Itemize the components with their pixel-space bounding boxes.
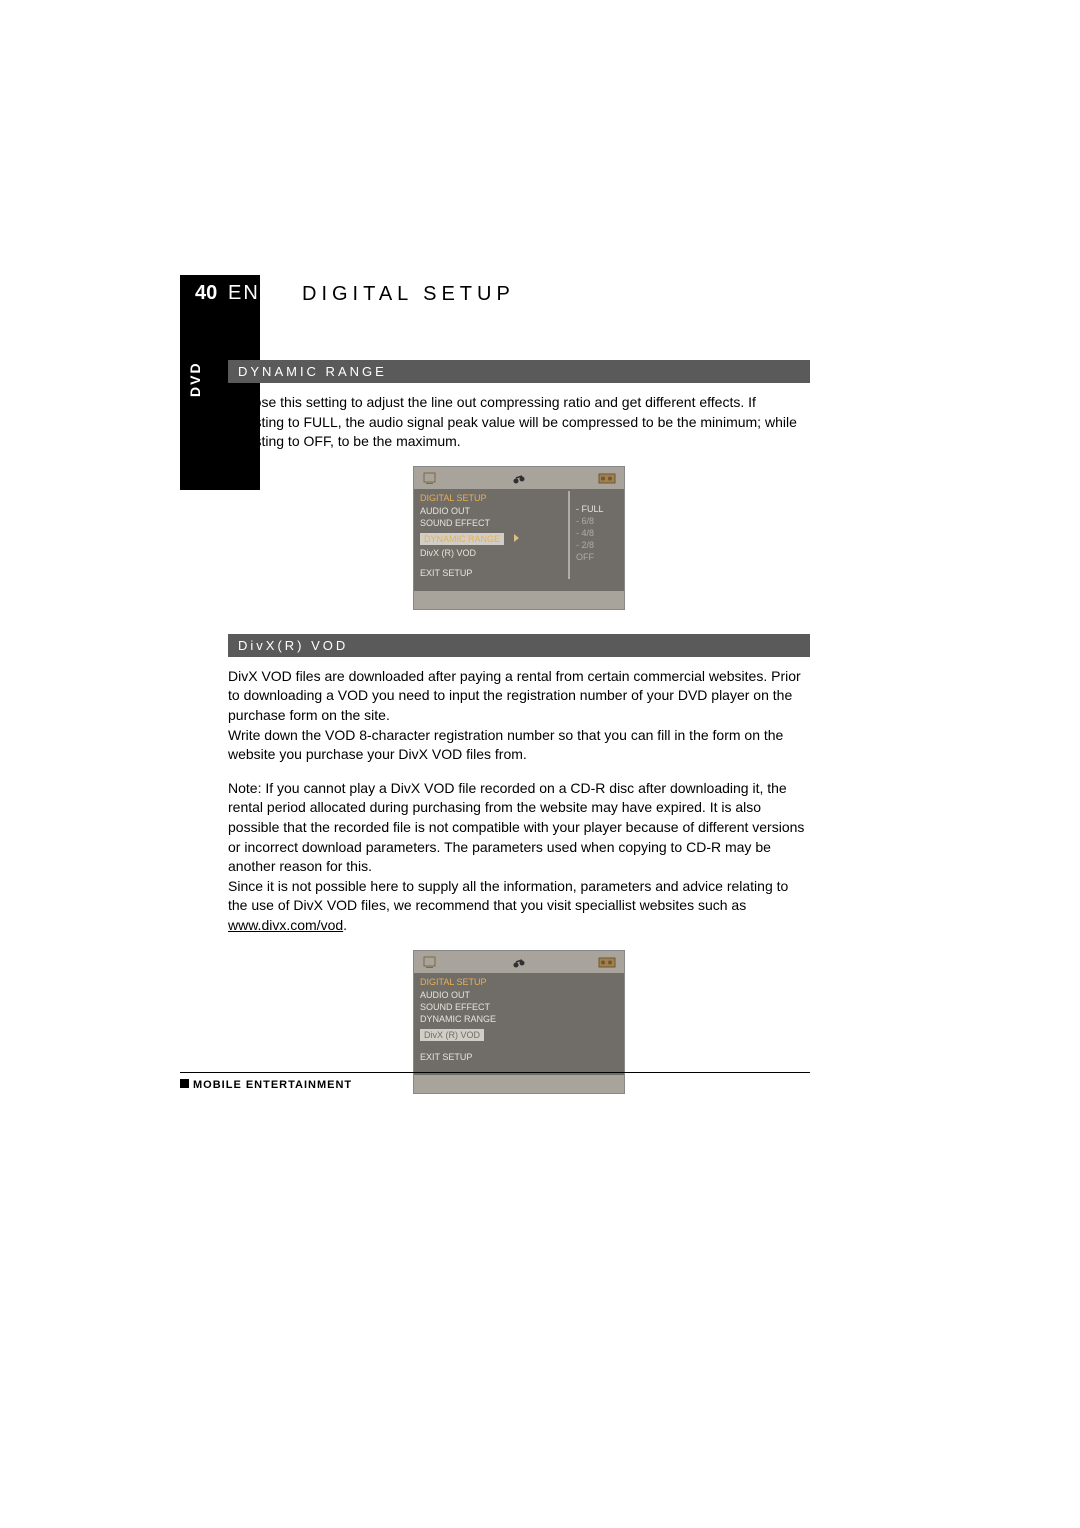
panel2-item-divx: DivX (R) VOD (420, 1029, 484, 1041)
divx-para4-post: . (343, 917, 347, 933)
option-2-8: - 2/8 (576, 539, 618, 551)
bullet-square-icon (278, 291, 286, 299)
audio-tab-icon (510, 955, 528, 969)
footer-bullet-icon (180, 1079, 189, 1088)
page-title: DIGITAL SETUP (302, 283, 515, 306)
option-4-8: - 4/8 (576, 527, 618, 539)
divx-para1-text: DivX VOD files are downloaded after payi… (228, 668, 801, 723)
panel-item-dynamic-range: DYNAMIC RANGE (420, 533, 504, 545)
side-tab-label: DVD (187, 361, 203, 397)
section-heading-divx: DivX(R) VOD (228, 634, 810, 657)
option-6-8: - 6/8 (576, 515, 618, 527)
dynamic-range-body: Choose this setting to adjust the line o… (228, 393, 810, 452)
language-code: ENG (228, 282, 277, 305)
panel2-tab-row (414, 951, 624, 973)
audio-tab-icon (510, 471, 528, 485)
content-area: DYNAMIC RANGE Choose this setting to adj… (228, 360, 810, 1118)
option-off: OFF (576, 551, 618, 563)
footer-text: MOBILE ENTERTAINMENT (193, 1079, 352, 1091)
arrow-right-icon (514, 534, 519, 542)
setup-panel-dynamic-range: DIGITAL SETUP AUDIO OUT SOUND EFFECT DYN… (413, 466, 625, 610)
panel-tab-row (414, 467, 624, 489)
page-number: 40 (195, 282, 217, 305)
panel-item-divx: DivX (R) VOD (420, 547, 568, 559)
divx-para1: DivX VOD files are downloaded after payi… (228, 667, 810, 765)
general-tab-icon (422, 471, 440, 485)
panel-left-col: DIGITAL SETUP AUDIO OUT SOUND EFFECT DYN… (420, 491, 568, 579)
panel2-item-exit: EXIT SETUP (420, 1051, 618, 1063)
panel2-body: DIGITAL SETUP AUDIO OUT SOUND EFFECT DYN… (414, 973, 624, 1075)
panel2-item-sound-effect: SOUND EFFECT (420, 1001, 618, 1013)
video-tab-icon (598, 471, 616, 485)
panel-item-audio-out: AUDIO OUT (420, 505, 568, 517)
panel-item-exit: EXIT SETUP (420, 567, 568, 579)
panel2-item-dynamic-range: DYNAMIC RANGE (420, 1013, 618, 1025)
panel-right-col: - FULL - 6/8 - 4/8 - 2/8 OFF (568, 491, 618, 579)
divx-para3: Note: If you cannot play a DivX VOD file… (228, 779, 810, 936)
panel-item-dynamic-range-row: DYNAMIC RANGE (420, 529, 568, 547)
section-heading-dynamic-range: DYNAMIC RANGE (228, 360, 810, 383)
divx-link[interactable]: www.divx.com/vod (228, 917, 343, 933)
panel2-item-audio-out: AUDIO OUT (420, 989, 618, 1001)
footer: MOBILE ENTERTAINMENT (180, 1072, 810, 1093)
panel-heading: DIGITAL SETUP (420, 491, 568, 505)
divx-para4-pre: Since it is not possible here to supply … (228, 878, 788, 914)
option-full: - FULL (576, 503, 618, 515)
divx-para3-text: Note: If you cannot play a DivX VOD file… (228, 780, 804, 874)
panel-item-sound-effect: SOUND EFFECT (420, 517, 568, 529)
general-tab-icon (422, 955, 440, 969)
panel2-heading: DIGITAL SETUP (420, 975, 618, 989)
video-tab-icon (598, 955, 616, 969)
divx-para2-text: Write down the VOD 8-character registrat… (228, 727, 783, 763)
panel-body: DIGITAL SETUP AUDIO OUT SOUND EFFECT DYN… (414, 489, 624, 591)
panel-bottom-pad (414, 591, 624, 609)
